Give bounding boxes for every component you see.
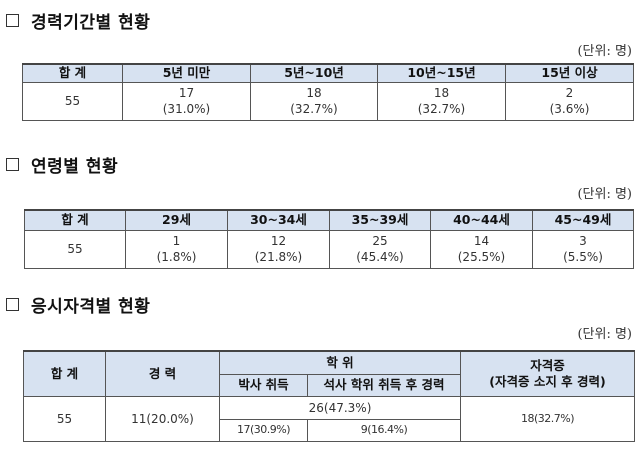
percent: (32.7%) [417, 102, 466, 116]
percent: (32.7%) [290, 102, 338, 116]
section-title-qualification-text: 응시자격별 현황 [31, 297, 151, 317]
career-header-10to15: 10년~15년 [377, 63, 506, 83]
section-title-career: 경력기간별 현황 [6, 8, 150, 33]
value: 14 [473, 234, 490, 248]
age-cell-35-39: 25 (45.4%) [329, 229, 431, 269]
qual-header-total: 합 계 [23, 350, 106, 397]
qual-data-row-1: 55 11(20.0%) 26(47.3%) 18(32.7%) [23, 395, 636, 442]
section-title-age: 연령별 현황 [6, 152, 118, 177]
qual-header-masters: 석사 학위 취득 후 경력 [306, 373, 462, 397]
qual-header-phd: 박사 취득 [219, 373, 308, 397]
checkbox-icon [6, 14, 19, 27]
age-header-30-34: 30~34세 [227, 209, 330, 231]
career-cell-over15: 2 (3.6%) [505, 81, 634, 121]
qual-career: 11(20.0%) [105, 395, 220, 442]
value: 12 [270, 234, 287, 248]
checkbox-icon [6, 158, 19, 171]
age-data-row: 55 1 (1.8%) 12 (21.8%) 25 (45.4%) 14 (25.5%)… [24, 229, 634, 269]
age-header-40-44: 40~44세 [430, 209, 533, 231]
qual-data-row-2: 17(30.9%) 9(16.4%) [24, 418, 635, 442]
career-cell-5to10: 18 (32.7%) [250, 81, 378, 121]
career-cell-under5: 17 (31.0%) [122, 81, 251, 121]
age-header-35-39: 35~39세 [329, 209, 431, 231]
career-table: 합 계 5년 미만 5년~10년 10년~15년 15년 이상 55 17 (31… [22, 63, 634, 121]
qual-cert: 18(32.7%) [460, 395, 636, 442]
career-total: 55 [22, 81, 123, 121]
unit-label-qualification: (단위: 명) [577, 327, 632, 342]
career-cell-10to15: 18 (32.7%) [377, 81, 506, 121]
career-header-5to10: 5년~10년 [250, 63, 378, 83]
qual-header-row-1: 합 계 경 력 학 위 자격증 (자격증 소지 후 경력) [23, 350, 636, 397]
career-header-under5: 5년 미만 [122, 63, 251, 83]
percent: (21.8%) [254, 250, 303, 264]
value: 2 [565, 86, 574, 100]
qual-header-career: 경 력 [105, 350, 220, 397]
age-header-total: 합 계 [24, 209, 126, 231]
value: 25 [372, 234, 388, 248]
value: 17 [178, 86, 195, 100]
percent: (1.8%) [156, 250, 197, 264]
percent: (25.5%) [457, 250, 506, 264]
qual-total: 55 [23, 395, 106, 442]
qual-header-row-2: 박사 취득 석사 학위 취득 후 경력 [24, 373, 635, 397]
age-header-29: 29세 [125, 209, 228, 231]
section-title-age-text: 연령별 현황 [31, 157, 119, 177]
qual-degree-total: 26(47.3%) [218, 395, 462, 420]
percent: (31.0%) [162, 102, 211, 116]
value: 18 [433, 86, 450, 100]
section-title-career-text: 경력기간별 현황 [31, 13, 151, 33]
qual-masters: 9(16.4%) [306, 418, 462, 442]
qualification-table: 합 계 경 력 학 위 자격증 (자격증 소지 후 경력) 박사 취득 석사 학… [23, 350, 636, 442]
age-table: 합 계 29세 30~34세 35~39세 40~44세 45~49세 55 1… [24, 209, 634, 269]
age-header-45-49: 45~49세 [532, 209, 634, 231]
section-title-qualification: 응시자격별 현황 [6, 292, 150, 317]
value: 3 [579, 234, 587, 248]
percent: (3.6%) [549, 102, 590, 116]
cert-title: 자격증 [530, 357, 565, 373]
age-cell-29: 1 (1.8%) [125, 229, 228, 269]
age-total: 55 [24, 229, 126, 269]
career-header-over15: 15년 이상 [505, 63, 634, 83]
checkbox-icon [6, 298, 19, 311]
age-cell-30-34: 12 (21.8%) [227, 229, 330, 269]
career-header-total: 합 계 [22, 63, 123, 83]
qual-phd: 17(30.9%) [219, 418, 308, 442]
qual-header-cert: 자격증 (자격증 소지 후 경력) [460, 350, 636, 397]
age-header-row: 합 계 29세 30~34세 35~39세 40~44세 45~49세 [24, 209, 634, 231]
career-header-row: 합 계 5년 미만 5년~10년 10년~15년 15년 이상 [22, 63, 634, 83]
value: 1 [172, 234, 181, 248]
career-data-row: 55 17 (31.0%) 18 (32.7%) 18 (32.7%) 2 (3.6%) [22, 81, 634, 121]
qual-header-degree: 학 위 [218, 350, 462, 375]
unit-label-career: (단위: 명) [577, 44, 632, 59]
value: 18 [306, 86, 322, 100]
age-cell-45-49: 3 (5.5%) [532, 229, 634, 269]
cert-subtitle: (자격증 소지 후 경력) [489, 373, 606, 389]
unit-label-age: (단위: 명) [577, 187, 632, 202]
percent: (5.5%) [563, 250, 603, 264]
age-cell-40-44: 14 (25.5%) [430, 229, 533, 269]
percent: (45.4%) [356, 250, 404, 264]
